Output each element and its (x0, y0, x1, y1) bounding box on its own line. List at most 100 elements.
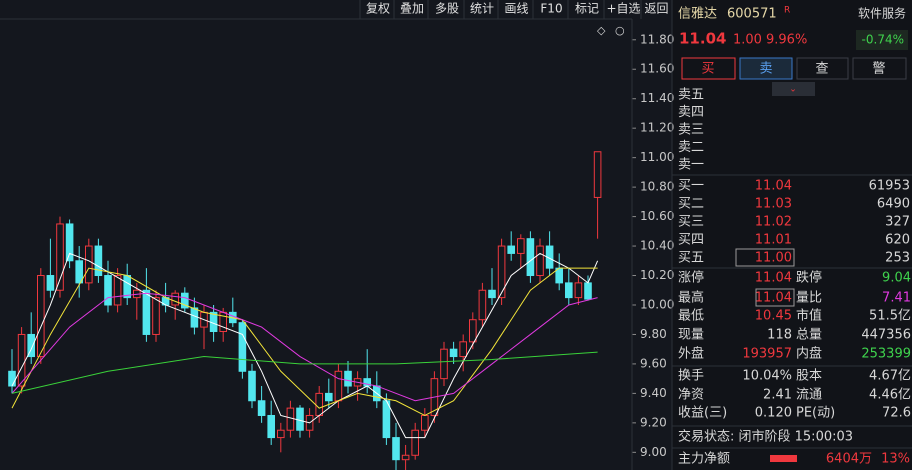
trade-status: 交易状态: 闭市阶段 15:00:03 (678, 429, 853, 445)
candle-body (517, 238, 525, 254)
bid-label: 买三 (678, 215, 704, 230)
icon-diamond[interactable]: ◇ (597, 24, 606, 37)
moving-average (11, 351, 598, 394)
candle-body (497, 245, 506, 299)
alert-button-label[interactable]: 警 (872, 61, 885, 77)
toolbar-button[interactable]: 多股 (435, 2, 459, 16)
change-pct: 9.96% (766, 33, 807, 48)
candle-body (181, 292, 189, 309)
highlight-box (755, 288, 795, 307)
candle-body (478, 289, 487, 321)
bid-label: 买一 (678, 179, 704, 194)
candle-body (267, 414, 275, 439)
stat-value: 4.67亿 (869, 369, 911, 384)
stat-label: 收益(三) (678, 406, 727, 421)
y-tick-label: 10.00 (640, 297, 674, 311)
candle-body (209, 311, 218, 333)
stat-label: 外盘 (678, 346, 704, 362)
bid-price: 11.00 (755, 251, 792, 266)
candle-body (238, 322, 247, 372)
sell-button-label[interactable]: 卖 (759, 62, 772, 77)
alert-button[interactable] (852, 57, 907, 80)
stat-label: 市值 (796, 308, 822, 324)
flow-value: 6404万 (826, 452, 872, 467)
stock-name: 信雅达 (678, 7, 717, 22)
flow-pct: 13% (881, 452, 910, 467)
stat-label: 现量 (678, 328, 704, 343)
candle-body (27, 333, 35, 358)
y-tick-label: 10.60 (640, 209, 674, 223)
bid-price: 11.02 (755, 215, 792, 230)
y-tick-label: 11.00 (640, 150, 674, 164)
toolbar-button[interactable]: 复权 (366, 2, 390, 16)
stat-value: 4.46亿 (869, 388, 911, 403)
candle-body (565, 282, 573, 299)
query-button-label[interactable]: 查 (815, 62, 828, 77)
candle-body (171, 292, 179, 306)
expand-tab[interactable] (772, 82, 815, 96)
candle-body (459, 341, 467, 358)
icon-circle[interactable]: ○ (615, 24, 625, 37)
stat-value: 7.41 (882, 291, 911, 306)
bid-volume: 620 (885, 233, 910, 248)
badge: R (784, 6, 790, 16)
toolbar: 复权 叠加 多股 统计 画线 F10 标记 +自选 返回 (359, 0, 669, 19)
stat-value: 10.45 (755, 309, 792, 324)
moving-average (11, 267, 598, 417)
stat-label: 内盘 (796, 346, 822, 362)
toolbar-button[interactable]: 统计 (470, 2, 494, 16)
toolbar-button[interactable]: 画线 (504, 2, 528, 16)
stat-value: 193957 (742, 347, 792, 362)
candle-body (37, 275, 45, 358)
sell-button[interactable] (739, 57, 793, 80)
candle-body (344, 370, 352, 387)
ask-label: 卖四 (678, 105, 704, 120)
candle-body (8, 370, 16, 387)
stat-value: 51.5亿 (869, 309, 911, 324)
candle-body (392, 437, 400, 461)
candle-body (382, 400, 391, 439)
y-tick-label: 9.20 (640, 415, 667, 429)
expand-icon[interactable]: ⌄ (789, 85, 797, 95)
candle-body (75, 260, 84, 284)
stat-label: PE(动) (796, 406, 835, 421)
toolbar-button[interactable]: F10 (540, 2, 562, 16)
candle-body (411, 429, 419, 456)
candle-body (190, 307, 199, 328)
flow-bar (770, 455, 797, 462)
toolbar-button[interactable]: 返回 (644, 2, 668, 16)
candle-body (17, 333, 26, 387)
moving-average (11, 292, 598, 402)
candle-body (593, 151, 602, 198)
toolbar-button[interactable]: 叠加 (400, 2, 424, 16)
candle-body (46, 275, 55, 291)
candle-body (469, 319, 477, 343)
sector[interactable]: 软件服务 (858, 6, 906, 21)
candle-body (584, 282, 592, 300)
buy-button-label[interactable]: 买 (701, 62, 714, 77)
candle-body (449, 348, 458, 358)
bid-price: 11.01 (755, 233, 792, 248)
candle-body (56, 223, 64, 291)
stat-value: 253399 (861, 347, 911, 362)
ask-label: 卖五 (678, 88, 704, 103)
query-button[interactable] (796, 57, 849, 80)
bid-price: 11.04 (755, 179, 792, 194)
stat-value: 10.04% (742, 369, 792, 384)
sector-change: -0.74% (862, 33, 904, 47)
candle-body (113, 275, 122, 306)
candle-body (421, 414, 429, 431)
toolbar-button[interactable]: +自选 (606, 2, 640, 16)
candle-body (296, 407, 304, 431)
y-tick-label: 9.80 (640, 327, 667, 341)
kline-chart: 9.00 9.20 9.40 9.60 9.80 10.00 10.20 10.40 10.60… (8, 32, 674, 470)
y-tick-label: 10.80 (640, 180, 674, 194)
candle-body (536, 245, 544, 277)
candle-body (507, 245, 515, 254)
y-tick-label: 9.40 (640, 386, 667, 400)
buy-button[interactable] (681, 57, 736, 80)
toolbar-button[interactable]: 标记 (575, 2, 599, 16)
